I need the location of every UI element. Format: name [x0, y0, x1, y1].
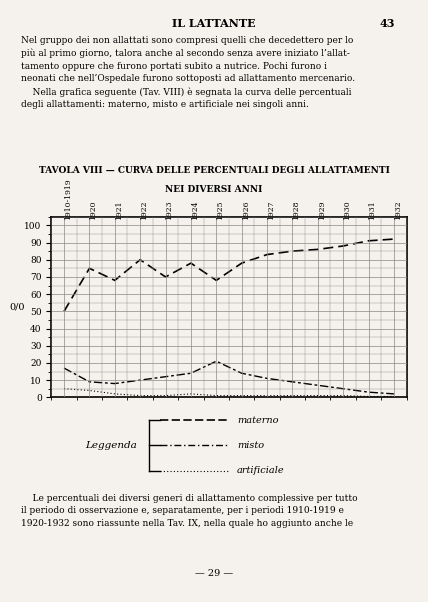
Text: NEI DIVERSI ANNI: NEI DIVERSI ANNI — [165, 185, 263, 194]
Text: 1929: 1929 — [318, 200, 326, 220]
Text: 1932: 1932 — [394, 200, 402, 220]
Text: 1921: 1921 — [115, 200, 123, 220]
Text: Nel gruppo dei non allattati sono compresi quelli che decedettero per lo
più al : Nel gruppo dei non allattati sono compre… — [21, 36, 356, 109]
Text: Leggenda: Leggenda — [85, 441, 137, 450]
Text: 1930: 1930 — [343, 200, 351, 220]
Text: materno: materno — [237, 416, 279, 424]
Text: Le percentuali dei diversi generi di allattamento complessive per tutto
il perio: Le percentuali dei diversi generi di all… — [21, 494, 358, 527]
Text: 1924: 1924 — [191, 200, 199, 220]
Text: misto: misto — [237, 441, 264, 450]
Text: 1922: 1922 — [140, 200, 148, 220]
Text: 1920: 1920 — [89, 200, 98, 220]
Text: — 29 —: — 29 — — [195, 569, 233, 578]
Text: 43: 43 — [380, 18, 395, 29]
Text: 1925: 1925 — [216, 200, 224, 220]
Text: 1910-1919: 1910-1919 — [64, 178, 72, 220]
Text: 1927: 1927 — [267, 200, 275, 220]
Text: 1931: 1931 — [369, 200, 377, 220]
Y-axis label: 0/0: 0/0 — [10, 303, 25, 311]
Text: TAVOLA VIII — CURVA DELLE PERCENTUALI DEGLI ALLATTAMENTI: TAVOLA VIII — CURVA DELLE PERCENTUALI DE… — [39, 166, 389, 175]
Text: IL LATTANTE: IL LATTANTE — [172, 18, 256, 29]
Text: 1928: 1928 — [292, 200, 300, 220]
Text: 1926: 1926 — [242, 200, 250, 220]
Text: artificiale: artificiale — [237, 467, 285, 475]
Text: 1923: 1923 — [166, 200, 173, 220]
